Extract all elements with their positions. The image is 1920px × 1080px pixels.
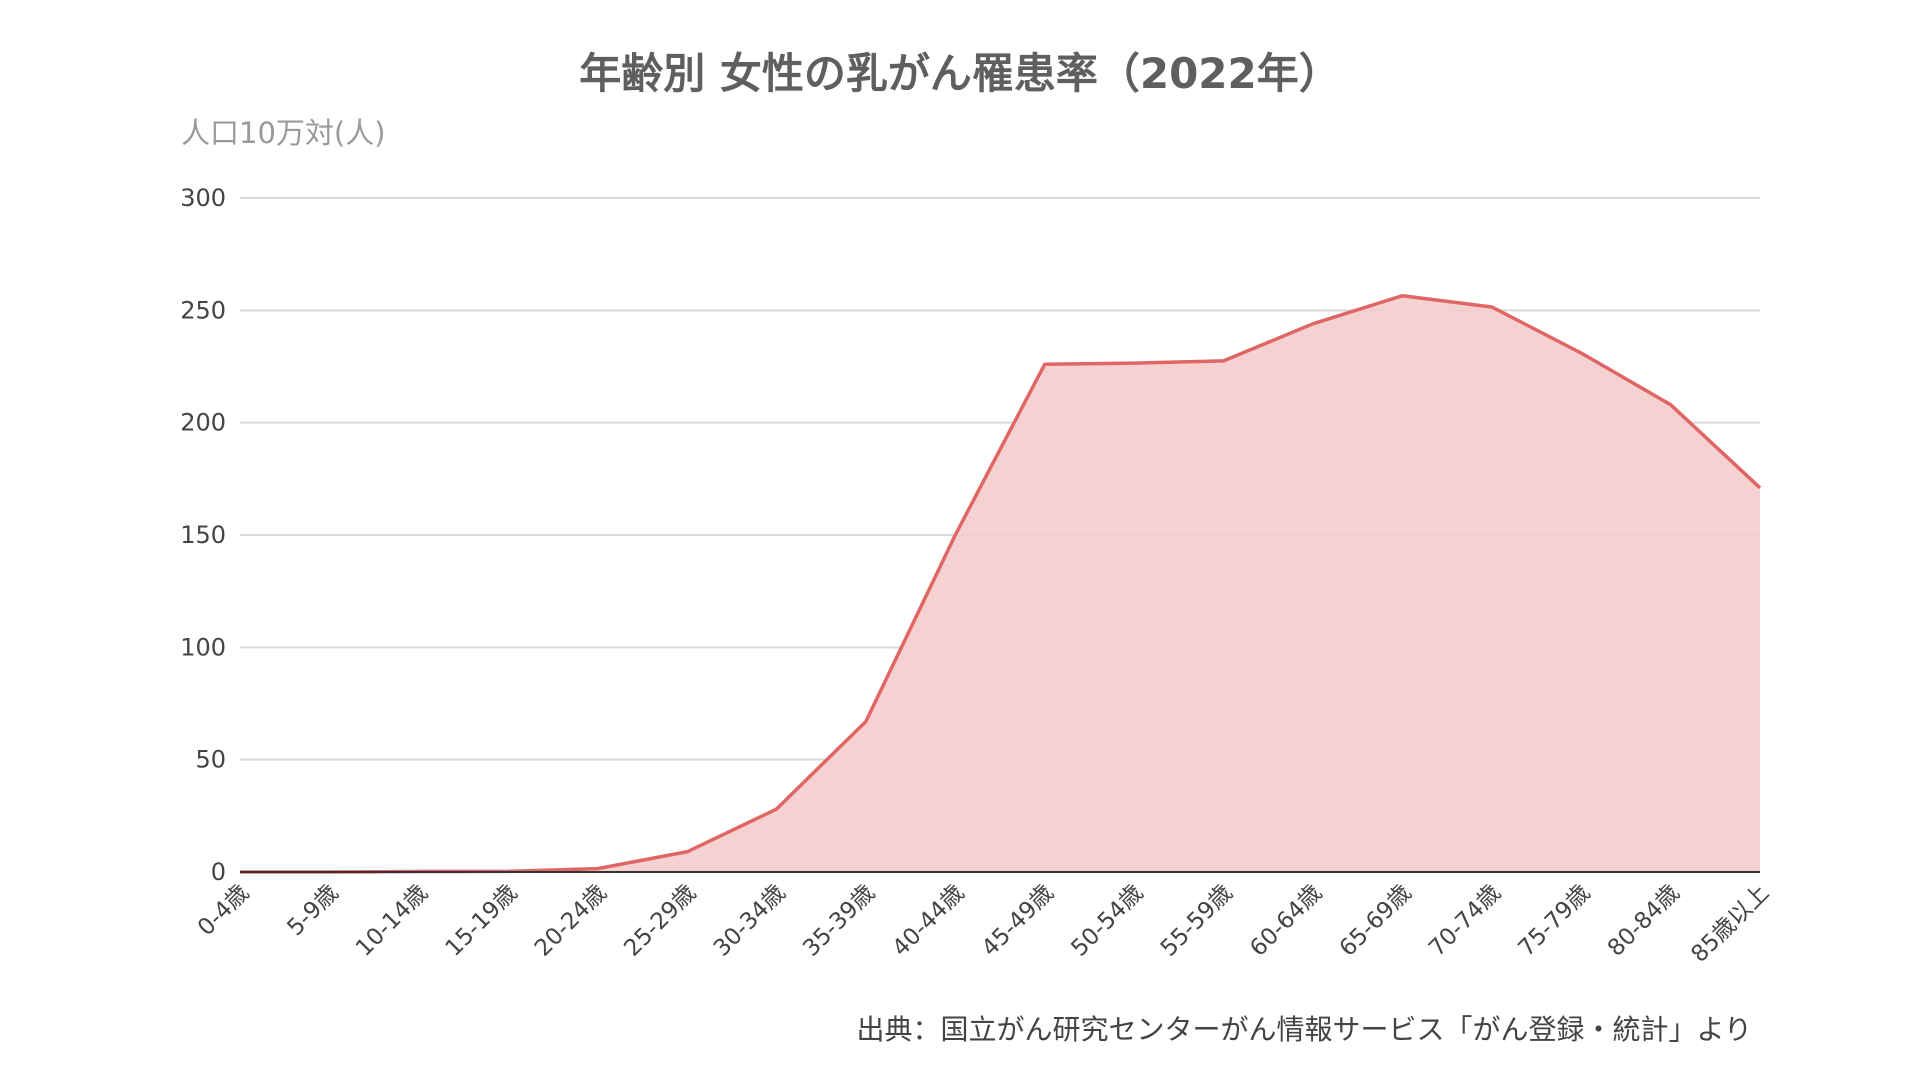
data-point-40-44歳 xyxy=(955,535,956,536)
y-tick-label: 150 xyxy=(180,521,226,549)
x-tick-label: 85歳以上 xyxy=(1686,880,1774,968)
x-tick-label: 0-4歳 xyxy=(193,880,254,941)
data-point-50-54歳 xyxy=(1134,363,1135,364)
data-point-20-24歳 xyxy=(597,868,598,869)
x-tick-label: 25-29歳 xyxy=(619,880,701,962)
chart-title: 年齢別 女性の乳がん罹患率（2022年） xyxy=(579,49,1341,98)
x-tick-label: 60-64歳 xyxy=(1245,880,1327,962)
x-tick-label: 5-9歳 xyxy=(282,880,343,941)
x-tick-label: 75-79歳 xyxy=(1514,880,1596,962)
x-tick-label: 55-59歳 xyxy=(1156,880,1238,962)
x-tick-label: 70-74歳 xyxy=(1424,880,1506,962)
data-point-55-59歳 xyxy=(1223,360,1224,361)
data-point-85歳以上 xyxy=(1760,487,1761,488)
data-point-25-29歳 xyxy=(687,851,688,852)
source-note: 出典：国立がん研究センターがん情報サービス「がん登録・統計」より xyxy=(856,1013,1752,1046)
x-tick-label: 50-54歳 xyxy=(1066,880,1148,962)
y-tick-label: 0 xyxy=(211,858,226,886)
data-point-70-74歳 xyxy=(1491,306,1492,307)
y-tick-label: 100 xyxy=(180,633,226,661)
y-axis-unit-label: 人口10万対(人) xyxy=(181,116,386,150)
y-axis: 0 50 100 150 200 250 300 xyxy=(180,184,226,886)
data-point-30-34歳 xyxy=(776,809,777,810)
x-tick-label: 35-39歳 xyxy=(798,880,880,962)
x-tick-label: 80-84歳 xyxy=(1603,880,1685,962)
y-tick-label: 200 xyxy=(180,409,226,437)
x-axis: 0-4歳 5-9歳 10-14歳 15-19歳 20-24歳 25-29歳 30-34歳 35… xyxy=(193,871,1774,968)
data-point-65-69歳 xyxy=(1402,295,1403,296)
data-point-80-84歳 xyxy=(1670,404,1671,405)
x-tick-label: 45-49歳 xyxy=(977,880,1059,962)
y-tick-label: 300 xyxy=(180,184,226,212)
series-area xyxy=(240,293,1762,874)
data-point-60-64歳 xyxy=(1312,323,1313,324)
x-tick-label: 15-19歳 xyxy=(441,880,523,962)
y-tick-label: 250 xyxy=(180,296,226,324)
x-tick-label: 30-34歳 xyxy=(709,880,791,962)
y-tick-label: 50 xyxy=(195,746,226,774)
x-tick-label: 10-14歳 xyxy=(351,880,433,962)
data-point-45-49歳 xyxy=(1044,364,1045,365)
data-point-75-79歳 xyxy=(1581,353,1582,354)
x-tick-label: 20-24歳 xyxy=(530,880,612,962)
x-tick-label: 40-44歳 xyxy=(888,880,970,962)
data-point-35-39歳 xyxy=(865,721,866,722)
area-fill xyxy=(240,295,1760,873)
x-tick-label: 65-69歳 xyxy=(1335,880,1417,962)
